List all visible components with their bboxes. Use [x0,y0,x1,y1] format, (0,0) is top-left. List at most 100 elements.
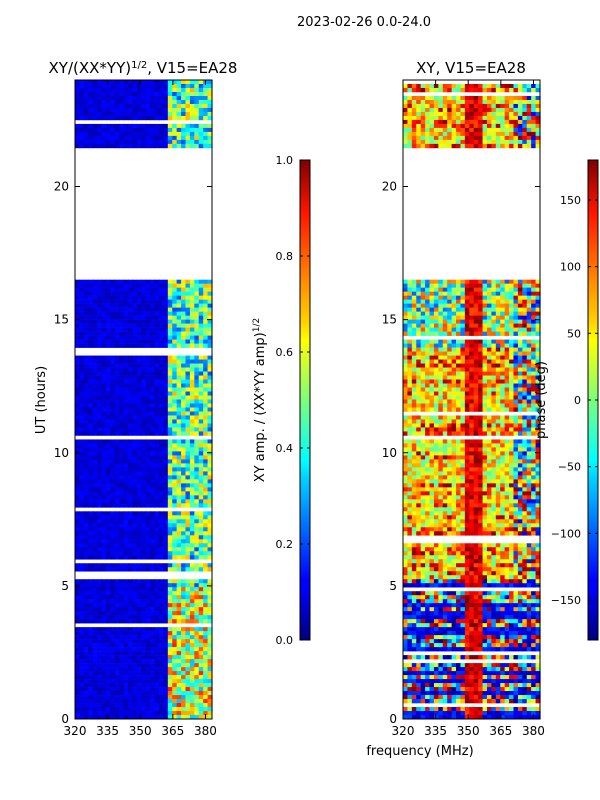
heatmap-cell [158,711,164,716]
heatmap-cell [416,291,422,296]
heatmap-cell [163,355,169,360]
heatmap-cell [105,367,111,372]
heatmap-cell [141,431,147,436]
heatmap-cell [535,83,541,89]
heatmap-cell [163,123,169,129]
heatmap-cell [88,519,94,524]
heatmap-cell [513,299,519,304]
heatmap-cell [172,143,178,149]
heatmap-cell [158,291,164,296]
heatmap-cell [105,607,111,612]
heatmap-cell [491,279,497,284]
heatmap-cell [172,91,178,97]
heatmap-cell [88,315,94,320]
heatmap-cell [101,423,107,428]
heatmap-cell [132,503,138,508]
heatmap-cell [145,99,151,105]
heatmap-cell [110,567,116,572]
heatmap-cell [92,475,98,480]
heatmap-cell [482,387,488,392]
heatmap-cell [495,283,501,288]
heatmap-cell [101,143,107,149]
heatmap-cell [407,95,413,101]
heatmap-cell [141,635,147,640]
heatmap-cell [88,467,94,472]
heatmap-cell [79,547,85,552]
heatmap-cell [123,627,129,632]
heatmap-cell [119,707,125,712]
heatmap-cell [185,467,191,472]
heatmap-cell [136,407,142,412]
heatmap-cell [517,127,523,133]
heatmap-cell [128,483,134,488]
heatmap-cell [460,375,466,380]
heatmap-cell [198,315,204,320]
heatmap-cell [189,335,195,340]
heatmap-cell [145,295,151,300]
heatmap-cell [92,567,98,572]
heatmap-cell [114,475,120,480]
heatmap-cell [79,587,85,592]
heatmap-cell [128,599,134,604]
heatmap-cell [203,299,209,304]
heatmap-cell [101,579,107,584]
heatmap-cell [473,83,479,89]
heatmap-cell [114,459,120,464]
heatmap-cell [105,419,111,424]
heatmap-cell [101,487,107,492]
heatmap-cell [411,291,417,296]
heatmap-cell [447,279,453,284]
heatmap-cell [189,331,195,336]
heatmap-cell [97,315,103,320]
heatmap-cell [500,311,506,316]
heatmap-cell [88,583,94,588]
heatmap-cell [429,383,435,388]
heatmap-cell [535,383,541,388]
heatmap-cell [482,351,488,356]
heatmap-cell [75,115,81,121]
heatmap-cell [460,283,466,288]
heatmap-cell [163,91,169,97]
heatmap-cell [110,583,116,588]
heatmap-cell [163,103,169,109]
heatmap-cell [522,119,528,125]
heatmap-cell [83,99,89,105]
heatmap-cell [97,643,103,648]
heatmap-cell [207,631,213,636]
heatmap-cell [163,635,169,640]
heatmap-cell [75,95,81,101]
heatmap-cell [158,499,164,504]
heatmap-cell [83,643,89,648]
heatmap-cell [101,339,107,344]
heatmap-cell [119,527,125,532]
heatmap-cell [207,555,213,560]
heatmap-cell [105,303,111,308]
heatmap-cell [526,107,532,113]
heatmap-cell [185,431,191,436]
heatmap-cell [172,395,178,400]
heatmap-cell [97,707,103,712]
heatmap-cell [167,651,173,656]
heatmap-cell [123,479,129,484]
heatmap-cell [154,407,160,412]
heatmap-cell [203,339,209,344]
heatmap-cell [442,307,448,312]
heatmap-cell [172,447,178,452]
heatmap-cell [110,111,116,117]
heatmap-cell [128,467,134,472]
heatmap-cell [207,515,213,520]
heatmap-cell [535,315,541,320]
heatmap-cell [150,367,156,372]
heatmap-cell [128,515,134,520]
heatmap-cell [163,371,169,376]
heatmap-cell [469,119,475,125]
heatmap-cell [92,407,98,412]
heatmap-cell [198,563,204,568]
heatmap-cell [473,123,479,129]
heatmap-cell [114,463,120,468]
heatmap-cell [83,339,89,344]
heatmap-cell [198,607,204,612]
heatmap-cell [194,699,200,704]
heatmap-cell [509,363,515,368]
heatmap-cell [181,555,187,560]
